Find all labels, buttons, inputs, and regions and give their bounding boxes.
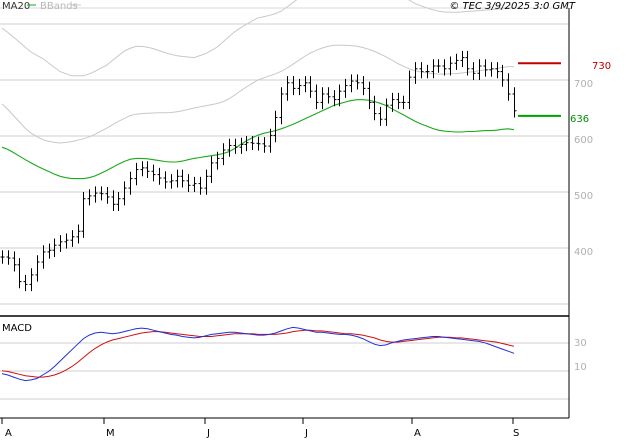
price-levels <box>518 62 561 117</box>
ma20-path <box>1 99 515 180</box>
price-bars <box>0 50 517 292</box>
legend-bbands-label: BBands <box>40 1 78 12</box>
y-tick-label: 600 <box>574 135 593 146</box>
bband-lower-line <box>1 44 514 144</box>
legend: MA20 BBands © TEC 3/9/2025 3:0 GMT <box>2 1 576 12</box>
macd-line <box>1 326 515 382</box>
price-y-axis-labels: 700 600 500 400 730 636 <box>570 61 611 258</box>
panel-frames <box>0 7 570 419</box>
bband-upper-line <box>1 0 515 77</box>
support-level-label: 636 <box>570 114 589 125</box>
macd-y-tick-label: 10 <box>574 362 587 373</box>
legend-ma20-label: MA20 <box>2 1 30 12</box>
macd-y-tick-label: 30 <box>574 338 587 349</box>
x-tick-label: A <box>5 428 12 439</box>
y-tick-label: 400 <box>574 247 593 258</box>
x-tick-label: M <box>106 428 115 439</box>
x-tick-label: J <box>304 428 308 439</box>
macd-lines <box>1 326 515 382</box>
x-tick-label: S <box>513 428 519 439</box>
macd-labels: MACD 30 10 <box>2 323 587 373</box>
price-grid <box>0 23 569 305</box>
bollinger-bands <box>1 0 515 144</box>
x-tick-label: A <box>414 428 421 439</box>
signal-line <box>1 329 515 378</box>
macd-grid <box>0 342 569 400</box>
x-axis: A M J J A S <box>1 418 519 439</box>
y-tick-label: 500 <box>574 191 593 202</box>
ma20-line <box>1 99 515 180</box>
resistance-level-label: 730 <box>592 61 611 72</box>
x-tick-label: J <box>206 428 210 439</box>
macd-title: MACD <box>2 323 32 334</box>
chart-timestamp: © TEC 3/9/2025 3:0 GMT <box>449 1 576 12</box>
y-tick-label: 700 <box>574 79 593 90</box>
